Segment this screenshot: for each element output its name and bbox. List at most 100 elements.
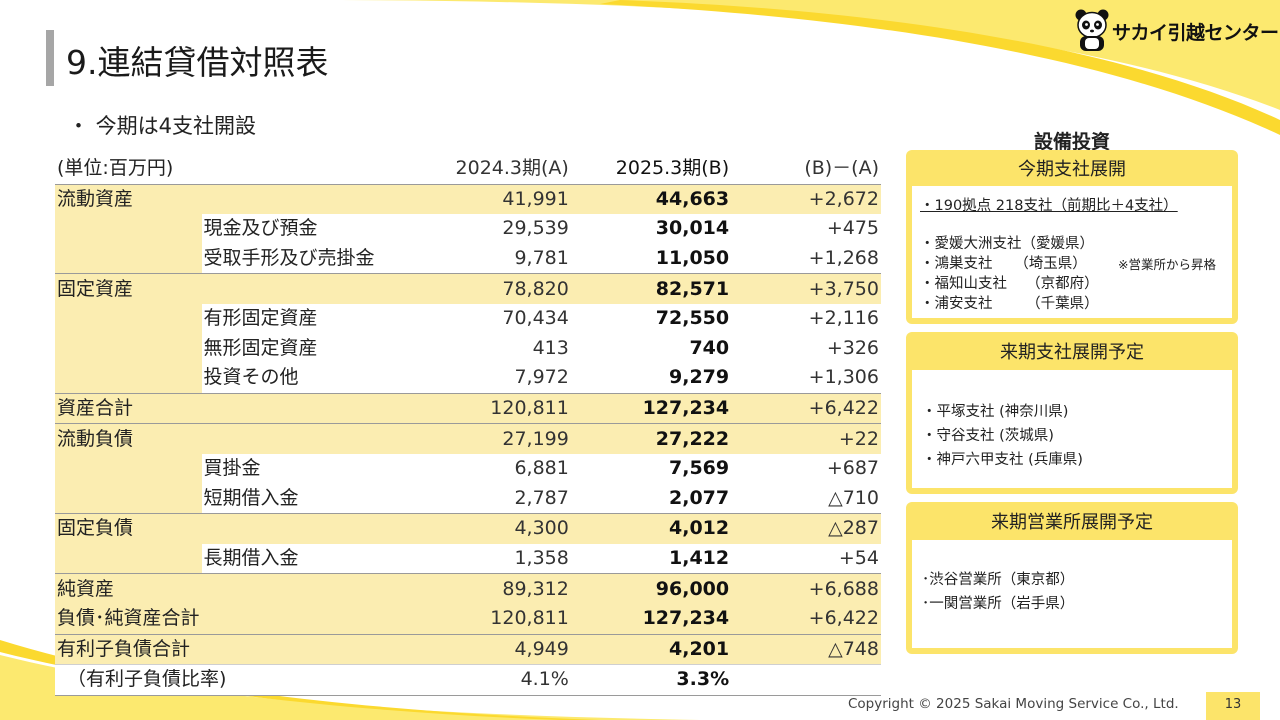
value-a: 2,787	[403, 483, 571, 514]
value-b: 127,234	[570, 392, 732, 424]
row-category: 資産合計	[55, 392, 202, 424]
row-category: 流動負債	[55, 423, 202, 454]
value-diff: +54	[731, 543, 881, 574]
table-row: 負債･純資産合計 120,811 127,234 +6,422	[55, 603, 881, 634]
value-diff: +6,688	[731, 573, 881, 604]
row-category: 固定負債	[55, 513, 202, 544]
panel-next-branches: 来期支社展開予定 ・平塚支社 (神奈川県) ・守谷支社 (茨城県) ・神戸六甲支…	[906, 332, 1238, 494]
row-category	[55, 303, 202, 334]
row-subitem	[201, 603, 404, 634]
panda-icon	[1075, 9, 1109, 51]
value-a: 6,881	[403, 453, 571, 484]
value-b: 2,077	[570, 483, 732, 514]
row-subitem: 現金及び預金	[201, 214, 404, 244]
company-logo: サカイ引越センター	[1074, 8, 1279, 56]
value-diff: +6,422	[731, 603, 881, 634]
value-diff: +687	[731, 453, 881, 484]
value-a: 89,312	[403, 573, 571, 604]
row-subitem: 短期借入金	[201, 483, 404, 514]
logo-text: サカイ引越センター	[1112, 22, 1279, 44]
column-header-b: 2025.3期(B)	[570, 154, 732, 185]
list-item: ･渋谷営業所（東京都）	[922, 572, 1075, 588]
value-b: 4,012	[570, 513, 732, 544]
value-a: 4,949	[403, 633, 571, 665]
value-diff: △710	[731, 483, 881, 514]
row-subitem: 長期借入金	[201, 543, 404, 574]
capex-title: 設備投資	[1034, 131, 1111, 153]
value-b: 1,412	[570, 543, 732, 574]
title-accent-bar	[46, 30, 54, 86]
list-item: ・鴻巣支社 （埼玉県）	[920, 256, 1087, 272]
value-b: 82,571	[570, 273, 732, 304]
panel-next-offices: 来期営業所展開予定 ･渋谷営業所（東京都） ･一関営業所（岩手県）	[906, 502, 1238, 654]
row-category	[55, 214, 202, 244]
value-b: 7,569	[570, 453, 732, 484]
value-a: 1,358	[403, 543, 571, 574]
value-b: 740	[570, 333, 732, 364]
value-diff: +3,750	[731, 273, 881, 304]
value-a: 41,991	[403, 184, 571, 215]
table-row: 現金及び預金 29,539 30,014 +475	[55, 214, 881, 244]
row-subitem: 買掛金	[201, 453, 404, 484]
list-item: ・福知山支社 （京都府）	[920, 276, 1099, 292]
table-row: 受取手形及び売掛金 9,781 11,050 +1,268	[55, 243, 881, 274]
row-category	[55, 363, 202, 394]
row-subitem: 有形固定資産	[201, 303, 404, 334]
value-diff: +2,116	[731, 303, 881, 334]
value-b: 3.3%	[570, 664, 732, 696]
table-row: 固定負債 4,300 4,012 △287	[55, 513, 881, 544]
summary-bullet: ・ 今期は4支社開設	[68, 114, 257, 138]
promotion-note: ※営業所から昇格	[1118, 257, 1216, 272]
panel-current-branches: 今期支社展開 ・190拠点 218支社（前期比＋4支社） ・愛媛大洲支社（愛媛県…	[906, 150, 1238, 324]
value-a: 4.1%	[403, 664, 571, 696]
branch-summary: ・190拠点 218支社（前期比＋4支社）	[920, 198, 1178, 214]
value-diff	[731, 664, 881, 696]
table-row: 買掛金 6,881 7,569 +687	[55, 453, 881, 484]
panel-body: ･渋谷営業所（東京都） ･一関営業所（岩手県）	[912, 540, 1232, 648]
row-category: 純資産	[55, 573, 202, 604]
panel-body: ・190拠点 218支社（前期比＋4支社） ・愛媛大洲支社（愛媛県） ・鴻巣支社…	[912, 186, 1232, 318]
copyright-text: Copyright © 2025 Sakai Moving Service Co…	[848, 696, 1179, 712]
row-subitem	[201, 513, 404, 544]
value-b: 4,201	[570, 633, 732, 665]
value-a: 7,972	[403, 363, 571, 394]
table-row: 投資その他 7,972 9,279 +1,306	[55, 363, 881, 394]
value-a: 413	[403, 333, 571, 364]
page-number-box: 13	[1206, 692, 1260, 720]
balance-sheet-table: (単位:百万円) 2024.3期(A) 2025.3期(B) (B)－(A) 流…	[55, 154, 881, 696]
table-row: 資産合計 120,811 127,234 +6,422	[55, 392, 881, 424]
row-subitem: 無形固定資産	[201, 333, 404, 364]
value-b: 127,234	[570, 603, 732, 634]
value-b: 9,279	[570, 363, 732, 394]
value-diff: +326	[731, 333, 881, 364]
row-subitem	[201, 573, 404, 604]
panel-heading: 来期支社展開予定	[1000, 342, 1144, 363]
value-b: 11,050	[570, 243, 732, 274]
row-subitem	[201, 423, 404, 454]
table-row: 流動負債 27,199 27,222 +22	[55, 423, 881, 454]
value-b: 96,000	[570, 573, 732, 604]
page-number: 13	[1224, 697, 1242, 712]
value-diff: +6,422	[731, 392, 881, 424]
row-category	[55, 453, 202, 484]
value-a: 4,300	[403, 513, 571, 544]
row-category	[55, 243, 202, 274]
panel-heading: 来期営業所展開予定	[991, 512, 1153, 533]
value-b: 30,014	[570, 214, 732, 244]
table-row: （有利子負債比率) 4.1% 3.3%	[55, 664, 881, 696]
row-category: 負債･純資産合計	[55, 603, 202, 634]
value-diff: △287	[731, 513, 881, 544]
value-a: 29,539	[403, 214, 571, 244]
list-item: ・守谷支社 (茨城県)	[922, 428, 1054, 444]
value-b: 72,550	[570, 303, 732, 334]
list-item: ・愛媛大洲支社（愛媛県）	[920, 236, 1094, 252]
value-a: 27,199	[403, 423, 571, 454]
list-item: ･一関営業所（岩手県）	[922, 596, 1075, 612]
row-category	[55, 483, 202, 514]
value-b: 44,663	[570, 184, 732, 215]
row-category	[55, 543, 202, 574]
value-diff: +22	[731, 423, 881, 454]
table-header-row: (単位:百万円) 2024.3期(A) 2025.3期(B) (B)－(A)	[55, 154, 881, 185]
list-item: ・浦安支社 （千葉県）	[920, 296, 1099, 312]
value-a: 70,434	[403, 303, 571, 334]
